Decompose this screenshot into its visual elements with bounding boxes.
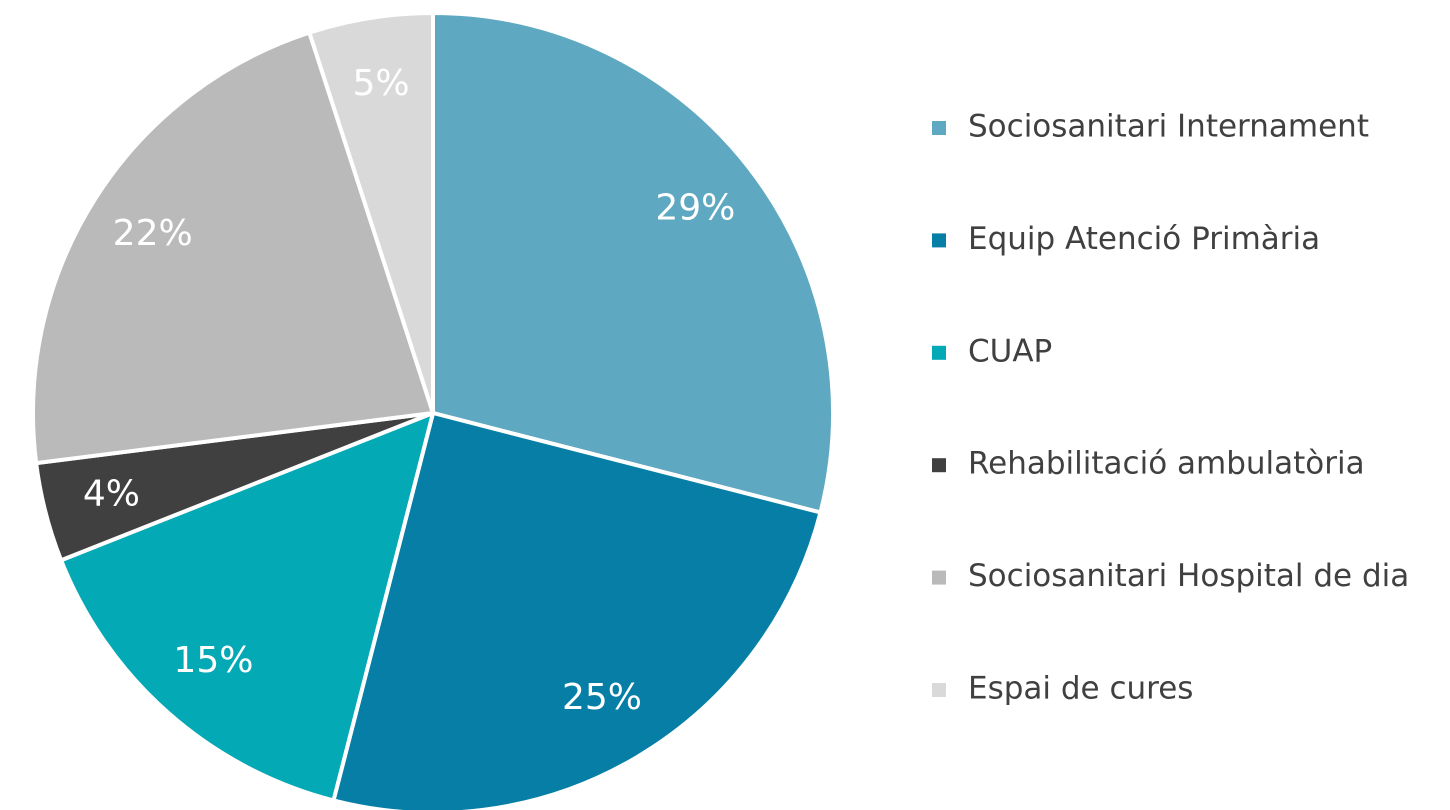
legend-swatch bbox=[932, 233, 946, 248]
pie-slice bbox=[59, 411, 435, 803]
legend-label: Sociosanitari Internament bbox=[968, 109, 1369, 145]
legend-swatch bbox=[932, 570, 946, 585]
pie-slice bbox=[331, 411, 823, 810]
legend-label: CUAP bbox=[968, 333, 1052, 369]
legend-swatch bbox=[932, 345, 946, 360]
data-label: 25% bbox=[562, 677, 642, 718]
legend-swatch bbox=[932, 683, 946, 697]
data-label: 5% bbox=[353, 63, 410, 104]
data-label: 29% bbox=[655, 188, 735, 229]
legend-label: Rehabilitació ambulatòria bbox=[968, 446, 1365, 482]
legend-label: Espai de cures bbox=[968, 671, 1193, 707]
legend-swatch bbox=[932, 458, 946, 473]
legend-swatch bbox=[932, 121, 946, 135]
data-label: 15% bbox=[173, 640, 253, 681]
pie-slice bbox=[31, 30, 435, 466]
legend-label: Sociosanitari Hospital de dia bbox=[968, 558, 1409, 594]
data-label: 4% bbox=[83, 474, 140, 515]
data-label: 22% bbox=[113, 213, 193, 254]
pie-slice bbox=[431, 11, 835, 515]
pie-slice bbox=[307, 11, 435, 415]
legend-label: Equip Atenció Primària bbox=[968, 221, 1320, 257]
